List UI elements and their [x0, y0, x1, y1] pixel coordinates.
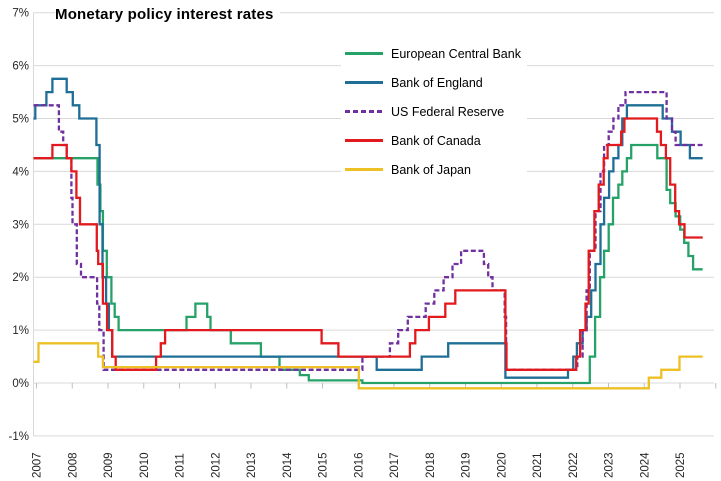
x-axis-tick-label: 2020 — [496, 452, 508, 478]
x-axis-tick-label: 2019 — [461, 452, 473, 478]
series-line-bank-of-japan — [33, 342, 703, 390]
series-line-us-federal-reserve — [33, 90, 703, 371]
x-axis-tick-label: 2022 — [568, 452, 580, 478]
y-axis-tick-label: 4% — [12, 166, 29, 178]
legend-item-bank-of-canada: Bank of Canada — [345, 126, 521, 155]
x-axis-tick-label: 2023 — [604, 452, 616, 478]
x-axis-tick-label: 2018 — [425, 452, 437, 478]
legend-label: Bank of Canada — [391, 133, 481, 148]
x-axis-tick-label: 2012 — [210, 452, 222, 478]
legend-swatch — [345, 81, 383, 84]
legend-item-bank-of-england: Bank of England — [345, 68, 521, 97]
legend-item-us-federal-reserve: US Federal Reserve — [345, 97, 521, 126]
legend-swatch — [345, 110, 383, 113]
legend-label: Bank of England — [391, 75, 483, 90]
x-axis-tick-label: 2010 — [139, 452, 151, 478]
legend-swatch — [345, 139, 383, 142]
x-axis-tick-label: 2013 — [246, 452, 258, 478]
x-axis-tick-label: 2009 — [103, 452, 115, 478]
legend-label: Bank of Japan — [391, 162, 471, 177]
legend-label: European Central Bank — [391, 46, 521, 61]
legend-item-bank-of-japan: Bank of Japan — [345, 155, 521, 184]
x-axis-tick-label: 2014 — [282, 452, 294, 478]
y-axis-tick-label: 1% — [12, 325, 29, 337]
y-axis-tick-label: 3% — [12, 219, 29, 231]
x-axis-tick-label: 2025 — [675, 452, 687, 478]
y-axis-tick-label: -1% — [9, 431, 29, 443]
y-axis-tick-label: 2% — [12, 272, 29, 284]
legend-swatch — [345, 52, 383, 55]
x-axis-tick-label: 2021 — [532, 452, 544, 478]
series-line-bank-of-canada — [33, 117, 703, 371]
legend-item-european-central-bank: European Central Bank — [345, 39, 521, 68]
legend-swatch — [345, 168, 383, 171]
series-line-european-central-bank — [33, 143, 703, 385]
x-axis-tick-label: 2015 — [318, 452, 330, 478]
x-axis-tick-label: 2016 — [353, 452, 365, 478]
y-axis-tick-label: 5% — [12, 114, 29, 126]
chart-title: Monetary policy interest rates — [55, 4, 280, 25]
x-axis-tick-label: 2007 — [32, 452, 44, 478]
x-axis-tick-label: 2024 — [639, 452, 651, 478]
x-axis-tick-label: 2017 — [389, 452, 401, 478]
legend-label: US Federal Reserve — [391, 104, 505, 119]
y-axis-tick-label: 7% — [12, 8, 29, 20]
y-axis-tick-label: 6% — [12, 61, 29, 73]
x-axis-tick-label: 2011 — [175, 453, 187, 478]
chart-legend: European Central Bank Bank of England US F… — [341, 37, 527, 186]
x-axis-tick-label: 2008 — [67, 452, 79, 478]
y-axis-tick-label: 0% — [12, 378, 29, 390]
